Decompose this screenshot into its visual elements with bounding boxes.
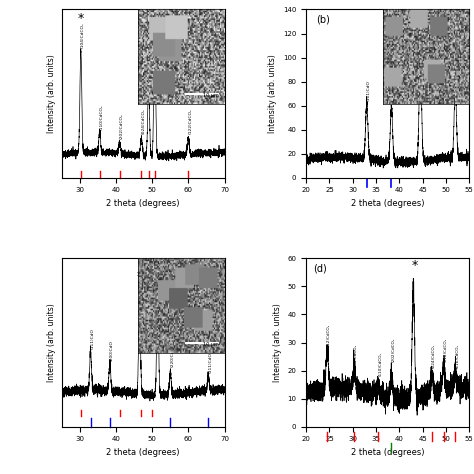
Text: (116)CdCO₃: (116)CdCO₃	[455, 344, 459, 368]
Y-axis label: Intensity (arb. units): Intensity (arb. units)	[47, 303, 56, 382]
Text: (111)CdO: (111)CdO	[367, 80, 371, 101]
Text: (200)CdO: (200)CdO	[109, 340, 114, 361]
X-axis label: 2 theta (degrees): 2 theta (degrees)	[106, 448, 180, 457]
Text: *: *	[418, 30, 424, 43]
Text: *: *	[152, 12, 158, 26]
Text: (110)CdCO₃: (110)CdCO₃	[100, 104, 103, 130]
Text: *: *	[411, 259, 418, 273]
Text: *: *	[453, 73, 459, 86]
X-axis label: 2 theta (degrees): 2 theta (degrees)	[351, 448, 425, 457]
Text: (b): (b)	[316, 15, 330, 25]
Text: (104)CdCO₃: (104)CdCO₃	[354, 344, 358, 368]
Text: *: *	[155, 265, 161, 278]
Text: (d): (d)	[313, 264, 327, 274]
Text: (110)CdCO₃: (110)CdCO₃	[378, 352, 382, 376]
Text: (111)CdO: (111)CdO	[91, 328, 94, 348]
Text: *: *	[78, 12, 84, 26]
Text: (202)CdCO₃: (202)CdCO₃	[392, 338, 395, 362]
Text: *: *	[137, 270, 143, 283]
Text: (018)CdCO₃: (018)CdCO₃	[148, 55, 153, 81]
Text: (024)CdCO₃: (024)CdCO₃	[432, 344, 436, 368]
Text: (202)CdCO₃: (202)CdCO₃	[119, 114, 123, 139]
Y-axis label: Intensity (arb. units): Intensity (arb. units)	[268, 54, 277, 133]
Y-axis label: Intensity (arb. units): Intensity (arb. units)	[47, 54, 56, 133]
Text: (200)CdO: (200)CdO	[392, 82, 396, 103]
X-axis label: 2 theta (degrees): 2 theta (degrees)	[351, 199, 425, 208]
X-axis label: 2 theta (degrees): 2 theta (degrees)	[106, 199, 180, 208]
Text: (311)CdO: (311)CdO	[208, 352, 212, 373]
Text: (012)CdCO₃: (012)CdCO₃	[327, 324, 331, 348]
Text: (024)CdCO₃: (024)CdCO₃	[141, 108, 145, 134]
Text: (116)CdCO₃: (116)CdCO₃	[155, 8, 159, 34]
Text: (122)CdCO₃: (122)CdCO₃	[188, 108, 192, 134]
Y-axis label: Intensity (arb. units): Intensity (arb. units)	[273, 303, 282, 382]
Text: (018)CdCO₃: (018)CdCO₃	[444, 338, 447, 362]
Text: (220)CdO: (220)CdO	[170, 346, 174, 367]
Text: (104)CdCO₃: (104)CdCO₃	[81, 22, 85, 48]
